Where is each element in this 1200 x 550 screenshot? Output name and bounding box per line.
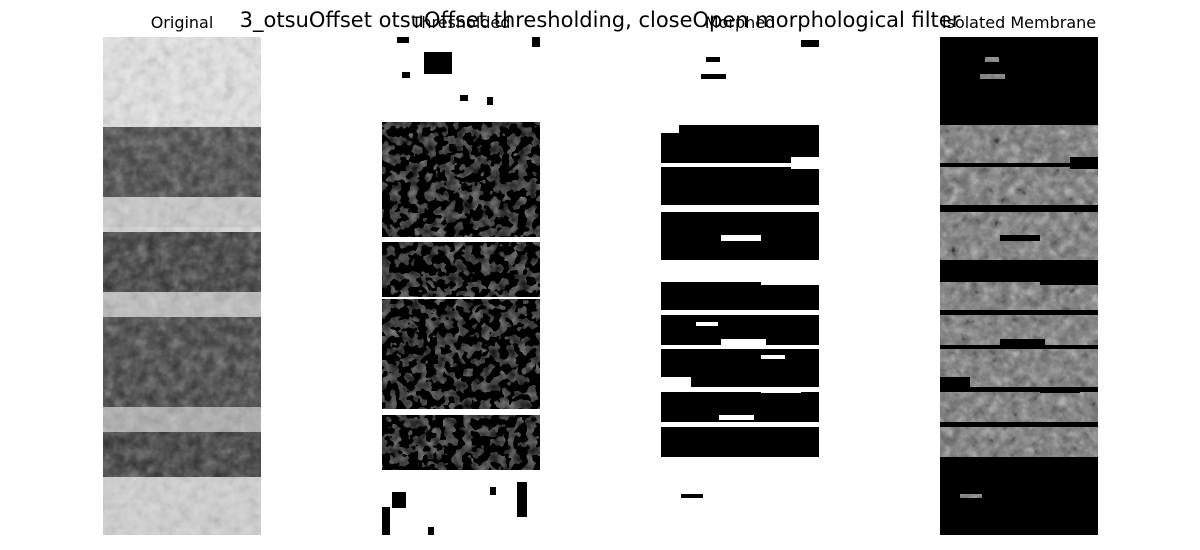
thresholded-image <box>382 37 540 535</box>
figure-title: 3_otsuOffset otsuOffset thresholding, cl… <box>239 8 961 32</box>
morphed-dark-regions <box>661 40 819 498</box>
original-texture <box>103 37 261 535</box>
membrane-gaps <box>940 157 1098 393</box>
panel-title-thresholded: Thresholded <box>411 13 511 32</box>
thresholded-speckle <box>382 122 540 472</box>
panel-isolated-membrane <box>940 37 1098 535</box>
morphed-image <box>661 37 819 535</box>
panel-title-isolated-membrane: Isolated Membrane <box>941 13 1097 32</box>
panel-title-morphed: Morphed <box>704 13 776 32</box>
original-image <box>103 37 261 535</box>
panel-title-original: Original <box>150 13 214 32</box>
morphed-light-gaps <box>661 125 819 420</box>
panel-thresholded <box>382 37 540 535</box>
isolated-membrane-image <box>940 37 1098 535</box>
panel-original <box>103 37 261 535</box>
panel-morphed <box>661 37 819 535</box>
